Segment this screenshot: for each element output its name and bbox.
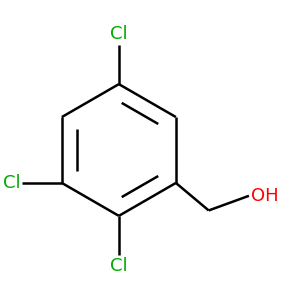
Text: Cl: Cl: [3, 174, 21, 192]
Text: OH: OH: [250, 187, 278, 205]
Text: Cl: Cl: [110, 25, 128, 43]
Text: Cl: Cl: [110, 257, 128, 275]
